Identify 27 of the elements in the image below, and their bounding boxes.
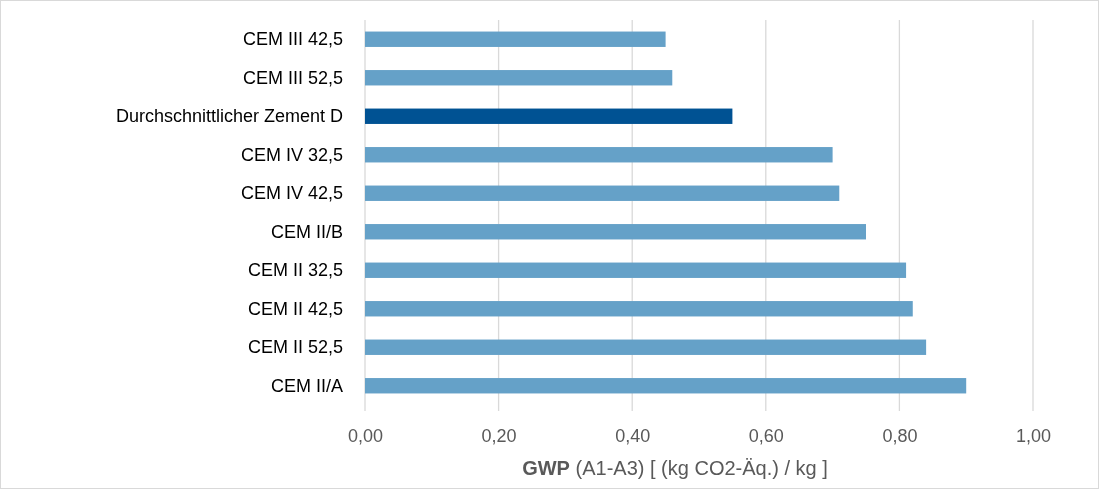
x-axis-title: GWP (A1-A3) [ (kg CO2-Äq.) / kg ] [522, 457, 828, 479]
bar [365, 147, 833, 163]
y-tick-label: CEM II 52,5 [247, 337, 343, 358]
bar [365, 185, 840, 201]
x-tick-label: 1,00 [1015, 425, 1052, 446]
x-tick-label: 0,80 [882, 425, 918, 446]
y-tick-label: CEM II 32,5 [247, 260, 343, 281]
y-tick-label: Durchschnittlicher Zement D [115, 106, 343, 127]
y-tick-label: CEM III 42,5 [242, 29, 343, 50]
bar [365, 339, 927, 355]
bar [365, 108, 733, 124]
y-tick-label: CEM IV 42,5 [240, 183, 343, 204]
y-tick-label: CEM II/B [270, 221, 343, 242]
x-tick-label: 0,60 [748, 425, 784, 446]
bar [365, 31, 666, 47]
bar [365, 301, 913, 317]
bar [365, 378, 967, 394]
x-tick-label: 0,20 [481, 425, 517, 446]
y-tick-label: CEM II 42,5 [247, 298, 343, 319]
x-tick-label: 0,00 [347, 425, 384, 446]
y-tick-label: CEM IV 32,5 [240, 144, 343, 165]
x-tick-label: 0,40 [615, 425, 651, 446]
y-tick-label: CEM III 52,5 [242, 67, 343, 88]
bar [365, 70, 673, 86]
y-tick-label: CEM II/A [270, 375, 343, 396]
bar [365, 262, 907, 278]
bar [365, 224, 866, 240]
